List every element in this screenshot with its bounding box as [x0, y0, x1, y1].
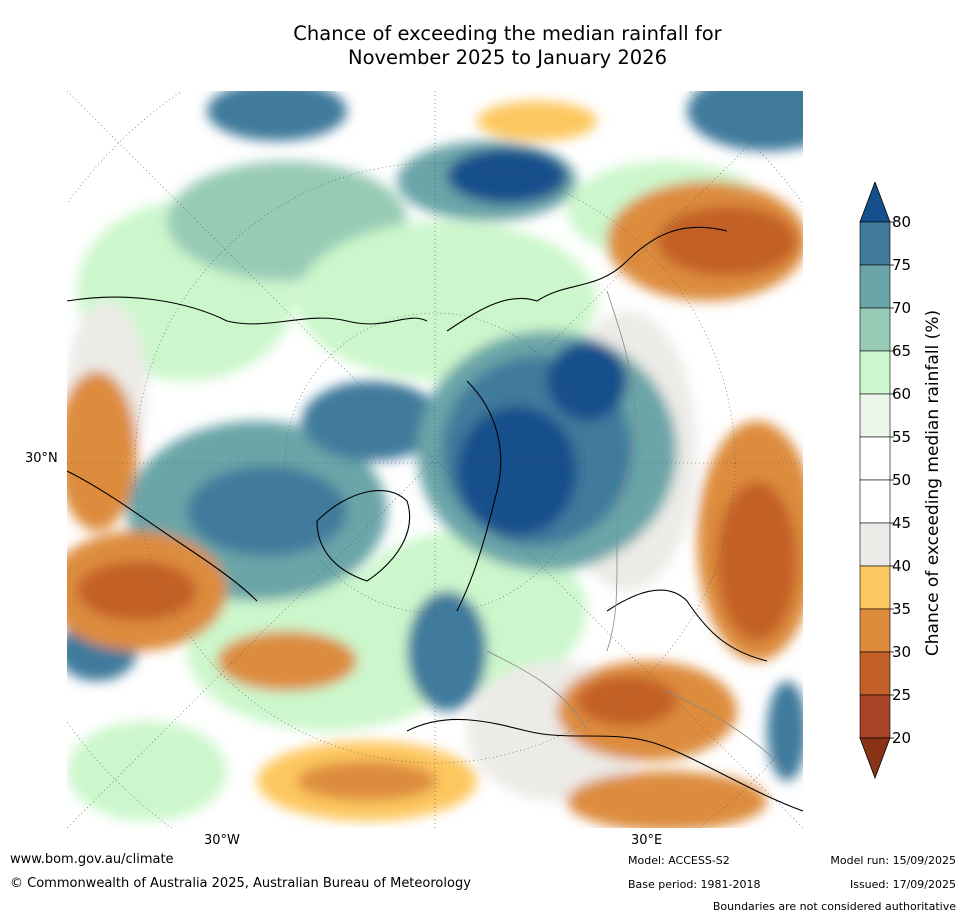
colorbar-band: [859, 264, 891, 309]
colorbar-band: [859, 307, 891, 352]
boundary-disclaimer: Boundaries are not considered authoritat…: [712, 900, 956, 913]
rainfall-probability-map: [67, 91, 803, 828]
title-line-2: November 2025 to January 2026: [348, 46, 667, 69]
colorbar-band: [859, 221, 891, 266]
colorbar-band: [859, 694, 891, 739]
colorbar-band: [859, 393, 891, 438]
colorbar-tick-label: 25: [892, 686, 911, 704]
colorbar-band: [859, 479, 891, 524]
issued-date: Issued: 17/09/2025: [849, 878, 956, 891]
colorbar-tick-label: 35: [892, 600, 911, 618]
colorbar-top-arrow: [859, 180, 891, 223]
longitude-label-30w: 30°W: [204, 833, 240, 848]
colorbar-tick-label: 30: [892, 643, 911, 661]
latitude-label-30n: 30°N: [25, 451, 58, 466]
colorbar-tick-label: 40: [892, 557, 911, 575]
model-name: Model: ACCESS-S2: [628, 854, 730, 867]
colorbar-band: [859, 608, 891, 653]
colorbar-tick-label: 80: [892, 213, 911, 231]
map-title: Chance of exceeding the median rainfall …: [0, 22, 965, 70]
model-run-date: Model run: 15/09/2025: [830, 854, 956, 867]
colorbar-band: [859, 565, 891, 610]
graticule: [67, 91, 803, 828]
colorbar-svg: 80 75 70 65 60 55 50 45 40 35 30 25 20: [859, 180, 911, 780]
base-period: Base period: 1981-2018: [628, 878, 761, 891]
colorbar-band: [859, 522, 891, 567]
colorbar-bottom-arrow: [859, 737, 891, 780]
title-line-1: Chance of exceeding the median rainfall …: [293, 22, 722, 45]
colorbar-tick-label: 45: [892, 514, 911, 532]
colorbar-title: Chance of exceeding median rainfall (%): [923, 309, 943, 657]
colorbar-tick-label: 70: [892, 299, 911, 317]
map-canvas: [67, 91, 803, 828]
colorbar-tick-label: 50: [892, 471, 911, 489]
colorbar: 80 75 70 65 60 55 50 45 40 35 30 25 20: [858, 180, 964, 782]
longitude-label-30e: 30°E: [631, 833, 663, 848]
copyright-text: © Commonwealth of Australia 2025, Austra…: [10, 876, 471, 891]
coastlines: [67, 226, 803, 812]
colorbar-tick-label: 60: [892, 385, 911, 403]
colorbar-tick-label: 75: [892, 256, 911, 274]
colorbar-tick-label: 65: [892, 342, 911, 360]
colorbar-tick-label: 20: [892, 729, 911, 747]
country-boundaries: [486, 290, 788, 772]
colorbar-tick-label: 55: [892, 428, 911, 446]
website-link[interactable]: www.bom.gov.au/climate: [10, 852, 174, 867]
probability-fields: [67, 91, 803, 828]
colorbar-band: [859, 651, 891, 696]
colorbar-band: [859, 350, 891, 395]
colorbar-band: [859, 436, 891, 481]
